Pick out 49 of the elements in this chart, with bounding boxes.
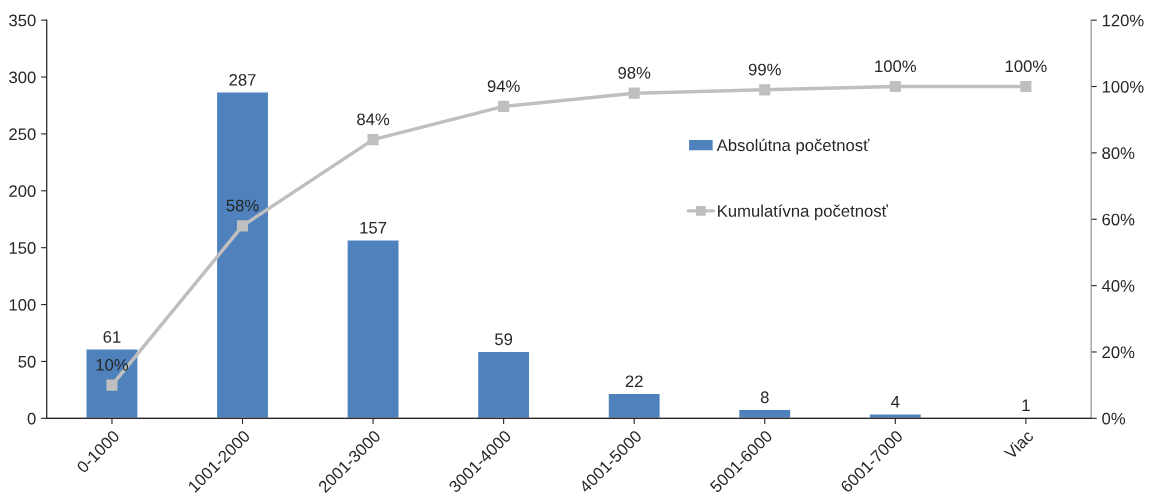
point [498, 100, 510, 112]
bar [476, 350, 531, 419]
x-tick-label: Viac [1003, 429, 1035, 461]
y-tick-label: 200 [9, 185, 36, 197]
y2-tick-label: 40% [1101, 280, 1135, 292]
point [106, 379, 118, 391]
point [759, 84, 771, 96]
legend-label: Kumulatívna početnosť [718, 204, 889, 221]
data-label: 157 [360, 222, 387, 234]
point [236, 220, 249, 232]
y-tick-label: 250 [9, 128, 36, 141]
y-tick-label: 50 [18, 355, 36, 368]
point [367, 134, 379, 146]
point [628, 87, 640, 99]
point [889, 80, 901, 93]
data-label: 84% [357, 113, 390, 126]
y2-tick-label: 0% [1102, 412, 1126, 425]
data-label: 94% [487, 80, 520, 93]
point [1020, 80, 1032, 93]
data-label: 22 [625, 375, 643, 388]
data-label: 61 [103, 331, 121, 343]
data-label: 287 [229, 73, 256, 86]
bar [346, 239, 400, 419]
y-tick-label: 0 [27, 412, 36, 425]
data-label: 59 [495, 333, 513, 346]
y-tick-label: 100 [9, 298, 36, 311]
y-tick-label: 150 [9, 242, 36, 254]
y2-tick-label: 120% [1102, 14, 1144, 27]
y2-tick-label: 100% [1102, 80, 1144, 93]
bar [215, 91, 270, 419]
bar [737, 408, 792, 419]
data-label: 1 [1022, 399, 1030, 411]
y2-tick-label: 20% [1102, 346, 1135, 359]
y-tick-label: 350 [9, 14, 36, 27]
data-label: 58% [226, 199, 259, 212]
data-label: 100% [1005, 60, 1047, 73]
data-label: 99% [748, 63, 781, 76]
y2-tick-label: 60% [1102, 213, 1135, 226]
bar [607, 392, 661, 419]
data-label: 98% [618, 66, 651, 79]
data-label: 100% [875, 60, 917, 73]
bar [85, 348, 139, 419]
data-label: 4 [891, 396, 900, 408]
data-label: 8 [760, 391, 769, 404]
legend-label: Absolútna početnosť [716, 138, 870, 155]
y2-tick-label: 80% [1102, 147, 1135, 160]
y-tick-label: 300 [9, 71, 36, 84]
data-label: 10% [96, 358, 129, 371]
bar [868, 413, 923, 419]
